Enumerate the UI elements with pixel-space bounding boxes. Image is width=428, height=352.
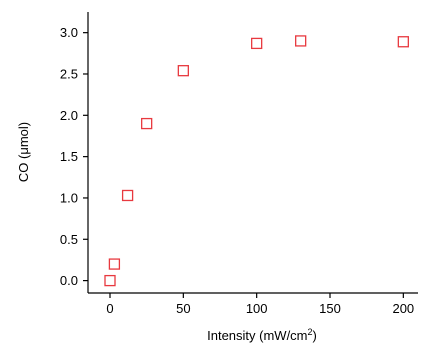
data-points [104, 35, 409, 287]
y-tick-label: 0.5 [60, 232, 78, 247]
plot-axes [87, 12, 418, 294]
y-tick-label: 0.0 [60, 273, 78, 288]
data-point-marker [104, 274, 116, 287]
data-point-marker [251, 37, 263, 50]
y-tick-label: 1.5 [60, 149, 78, 164]
x-axis-title: Intensity (mW/cm2) [207, 327, 317, 343]
x-tick-label: 150 [319, 301, 341, 316]
x-ticks: 0 50 100 150 200 [106, 293, 414, 316]
data-point-marker [121, 189, 134, 202]
x-tick-label: 200 [392, 301, 414, 316]
data-point-marker [397, 36, 409, 48]
y-tick-label: 3.0 [60, 25, 78, 40]
x-tick-label: 50 [176, 301, 190, 316]
y-tick-label: 2.0 [60, 108, 78, 123]
data-point-marker [295, 35, 307, 47]
y-axis-title: CO (μmol) [16, 122, 31, 182]
x-axis-title-tail: ) [313, 328, 317, 343]
y-tick-label: 2.5 [60, 66, 78, 81]
x-tick-label: 0 [106, 301, 113, 316]
data-point-marker [141, 117, 153, 130]
y-ticks: 0.0 0.5 1.0 1.5 2.0 2.5 3.0 [60, 25, 88, 288]
y-tick-label: 1.0 [60, 190, 78, 205]
x-tick-label: 100 [246, 301, 268, 316]
x-axis-title-superscript: 2 [308, 327, 313, 337]
data-point-marker [108, 258, 121, 270]
data-point-marker [177, 65, 189, 77]
